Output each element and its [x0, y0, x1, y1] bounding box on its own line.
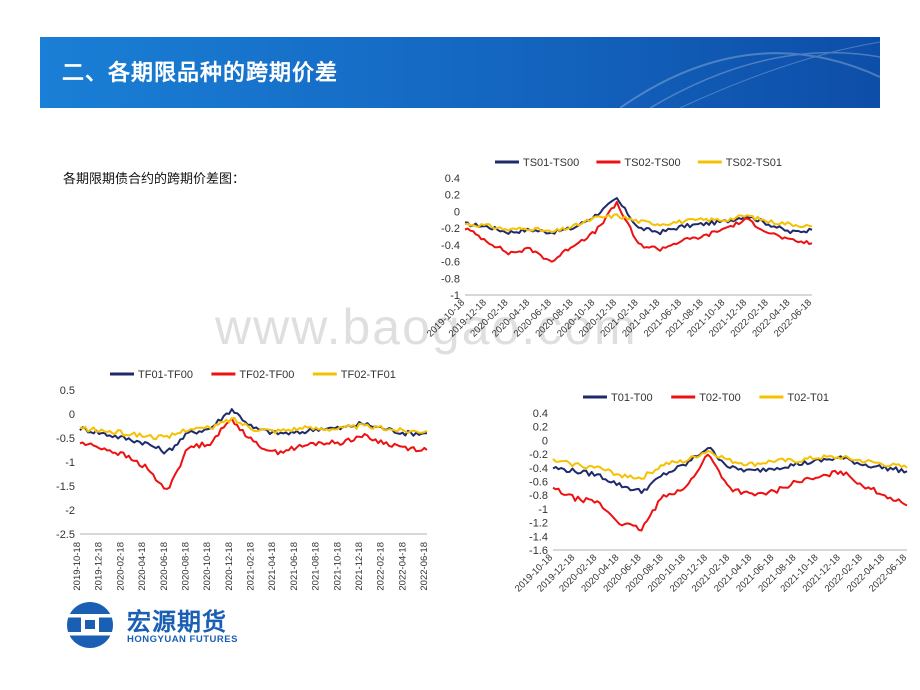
- y-tick-label: -1: [538, 504, 548, 516]
- legend-label: TS02-TS00: [624, 157, 680, 169]
- series-line: [79, 417, 428, 441]
- series-line: [79, 408, 428, 455]
- y-tick-label: -0.4: [441, 240, 460, 252]
- y-tick-label: -1: [450, 290, 460, 302]
- chart-svg: T01-T00 T02-T00 T02-T01 0.4 0.20 -0.2 -0.4 -0.6…: [513, 392, 909, 594]
- y-tick-label: -0.5: [56, 433, 75, 445]
- legend-label: TS02-TS01: [726, 157, 782, 169]
- y-tick-label: 0: [454, 206, 460, 218]
- y-tick-label: 0.5: [60, 385, 75, 397]
- chart-ts-spread: TS01-TS00 TS02-TS00 TS02-TS01 0.4 0.2 0 -0.2 -0…: [425, 150, 820, 345]
- legend-label: T02-T01: [787, 392, 829, 404]
- series-line: [79, 417, 428, 490]
- x-tick-label: 2019-12-18: [94, 542, 105, 591]
- series-line: [552, 450, 908, 480]
- company-logo: 宏源期货 HONGYUAN FUTURES: [63, 600, 263, 650]
- x-tick-label: 2020-12-18: [224, 542, 235, 591]
- chart-t-spread: T01-T00 T02-T00 T02-T01 0.4 0.2 0 -0.2 -0.4 -0.6…: [513, 385, 915, 610]
- y-tick-label: 0: [542, 435, 548, 447]
- x-tick-label: 2022-04-18: [397, 542, 408, 591]
- chart-svg: TS01-TS00 TS02-TS00 TS02-TS01 0.4 0.2 0 -0.2 -0…: [425, 157, 814, 339]
- page-title: 二、各期限品种的跨期价差: [62, 61, 339, 86]
- x-tick-label: 2020-10-18: [202, 542, 213, 591]
- y-tick-label: -2.5: [56, 529, 75, 541]
- chart-tf-spread: TF01-TF00 TF02-TF00 TF02-TF01 0.5 0 -0.5 -1 -1.…: [35, 362, 435, 602]
- x-tick-label: 2021-06-18: [289, 542, 300, 591]
- series-line: [464, 213, 813, 234]
- x-tick-label: 2019-10-18: [72, 542, 83, 591]
- x-tick-label: 2020-06-18: [159, 542, 170, 591]
- x-tick-label: 2020-04-18: [137, 542, 148, 591]
- logo-mark-icon: [67, 602, 113, 648]
- intro-text: 各期限期债合约的跨期价差图：: [63, 172, 246, 187]
- x-tick-label: 2020-08-18: [180, 542, 191, 591]
- legend-label: TF02-TF00: [239, 369, 294, 381]
- chart-svg: TF01-TF00 TF02-TF00 TF02-TF01 0.5 0 -0.5 -1 -1.…: [56, 369, 430, 591]
- logo-subtitle: HONGYUAN FUTURES: [127, 634, 238, 645]
- x-tick-label: 2020-02-18: [115, 542, 126, 591]
- y-tick-label: -0.2: [529, 449, 548, 461]
- y-tick-label: -0.8: [529, 490, 548, 502]
- y-tick-label: -0.8: [441, 273, 460, 285]
- legend-label: T02-T00: [699, 392, 741, 404]
- legend-label: TF02-TF01: [341, 369, 396, 381]
- y-tick-label: 0: [69, 409, 75, 421]
- y-tick-label: 0.2: [533, 422, 548, 434]
- x-tick-label: 2022-06-18: [419, 542, 430, 591]
- banner-decoration: [620, 41, 880, 108]
- y-tick-label: -0.4: [529, 463, 548, 475]
- logo-name: 宏源期货: [127, 608, 227, 636]
- legend-label: TF01-TF00: [138, 369, 193, 381]
- x-tick-label: 2021-02-18: [246, 542, 257, 591]
- y-tick-label: 0.4: [445, 173, 460, 185]
- y-tick-label: -1.5: [56, 481, 75, 493]
- y-tick-label: 0.2: [445, 190, 460, 202]
- header-banner: 二、各期限品种的跨期价差: [40, 37, 880, 108]
- series-line: [552, 453, 908, 532]
- y-tick-label: -0.6: [441, 257, 460, 269]
- y-tick-label: -0.2: [441, 223, 460, 235]
- y-tick-label: 0.4: [533, 408, 548, 420]
- x-tick-label: 2021-08-18: [311, 542, 322, 591]
- x-tick-label: 2021-10-18: [332, 542, 343, 591]
- y-tick-label: -1.4: [529, 531, 548, 543]
- watermark: www.baogao.com: [215, 299, 638, 355]
- x-tick-label: 2021-04-18: [267, 542, 278, 591]
- y-tick-label: -1.6: [529, 545, 548, 557]
- y-tick-label: -1: [65, 457, 75, 469]
- y-tick-label: -1.2: [529, 518, 548, 530]
- y-tick-label: -0.6: [529, 477, 548, 489]
- x-tick-label: 2021-12-18: [354, 542, 365, 591]
- series-line: [464, 201, 813, 263]
- y-tick-label: -2: [65, 505, 75, 517]
- x-tick-label: 2022-02-18: [376, 542, 387, 591]
- legend-label: T01-T00: [611, 392, 653, 404]
- legend-label: TS01-TS00: [523, 157, 579, 169]
